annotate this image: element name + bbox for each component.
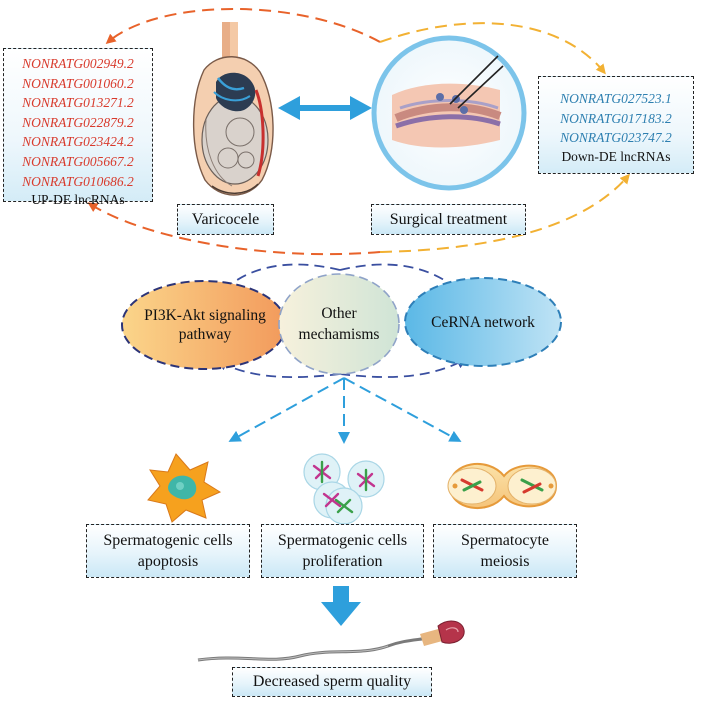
down-lncrna-title: Down-DE lncRNAs [561,148,671,164]
navy-arc-right-bottom [339,358,468,378]
testis-illustration [192,22,274,196]
blue-arrow-left [228,377,345,442]
bidirectional-arrow [278,96,372,120]
orange-arc-bottom [87,202,381,256]
sperm-quality-box: Decreased sperm quality [232,667,432,697]
up-lncrna-item: NONRATG001060.2 [22,75,134,91]
up-lncrna-item: NONRATG022879.2 [22,114,134,130]
apoptosis-box: Spermatogenic cells apoptosis [86,524,250,578]
varicocele-label-box: Varicocele [177,204,274,235]
cerna-label: CeRNA network [431,314,535,331]
navy-arc-left-top [221,263,341,293]
surgical-treatment-box: Surgical treatment [371,204,526,235]
sperm-quality-label: Decreased sperm quality [252,673,412,690]
varicocele-label: Varicocele [191,211,260,228]
orange-arc-top [105,8,381,44]
blue-arrow-right [343,377,462,442]
up-lncrna-item: NONRATG013271.2 [22,95,134,111]
meiosis-label: Spermatocyte meiosis [461,532,549,570]
cerna-oval [404,277,562,367]
meiosis-cell-illustration [447,462,558,510]
other-mechanisms-label: Other mechamisms [298,305,380,343]
up-lncrna-item: NONRATG005667.2 [22,153,134,169]
down-lncrna-item: NONRATG023747.2 [560,130,672,146]
up-lncrna-item: NONRATG002949.2 [22,56,134,71]
up-lncrna-item: NONRATG010686.2 [22,173,134,189]
sperm-illustration [197,620,465,662]
surgery-illustration [371,35,527,191]
up-lncrna-item: NONRATG023424.2 [22,134,134,150]
meiosis-box: Spermatocyte meiosis [433,524,577,578]
surgical-treatment-label: Surgical treatment [389,211,508,228]
proliferation-label: Spermatogenic cells proliferation [277,532,408,570]
yellow-arc-top [379,22,606,75]
other-oval [278,273,400,375]
up-lncrna-box: NONRATG002949.2 NONRATG001060.2 NONRATG0… [3,48,153,207]
up-lncrna-title: UP-DE lncRNAs [31,192,125,208]
apoptotic-cell-illustration [147,453,222,523]
down-arrow [321,586,361,626]
down-lncrna-item: NONRATG027523.1 [560,91,672,106]
pi3k-label: PI3K-Akt signaling pathway [144,307,266,343]
down-lncrna-box: NONRATG027523.1 NONRATG017183.2 NONRATG0… [538,76,694,174]
proliferation-box: Spermatogenic cells proliferation [261,524,424,578]
down-lncrna-item: NONRATG017183.2 [560,110,672,126]
navy-arc-left-bottom [216,360,341,379]
proliferating-cells-illustration [303,453,385,525]
apoptosis-label: Spermatogenic cells apoptosis [103,532,233,570]
